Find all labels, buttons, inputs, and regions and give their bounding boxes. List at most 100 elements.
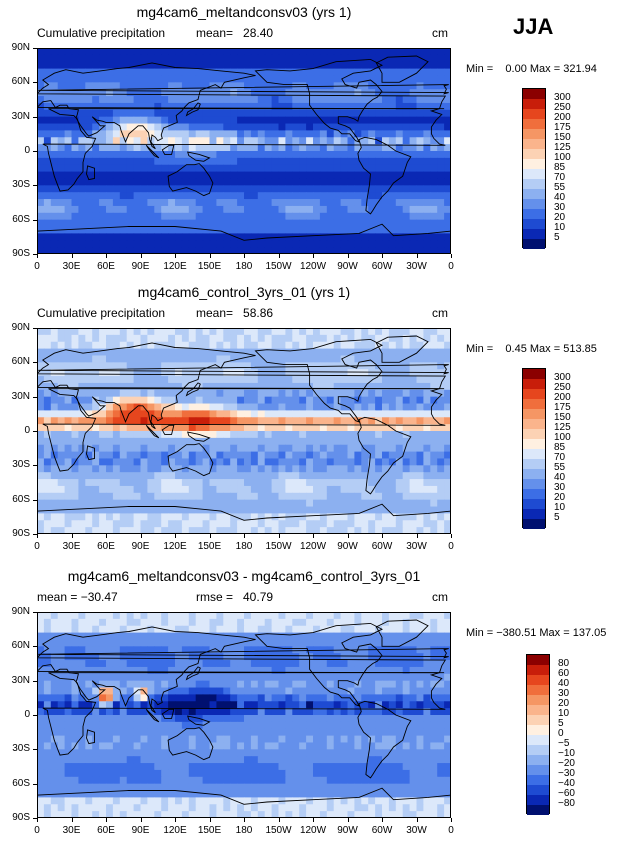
colorbar-label: 30 — [554, 482, 566, 493]
colorbar-label: −20 — [558, 758, 575, 769]
colorbar-label: 0 — [558, 728, 564, 739]
colorbar-swatch — [527, 715, 549, 725]
colorbar — [522, 88, 546, 249]
lon-label: 150W — [265, 261, 292, 272]
colorbar-label: 55 — [554, 462, 566, 473]
lat-label: 90N — [11, 42, 30, 53]
colorbar-swatch — [523, 99, 545, 109]
lon-tick — [313, 818, 314, 822]
lon-tick — [209, 818, 211, 822]
lon-tick — [451, 818, 452, 822]
colorbar-swatch — [523, 489, 545, 499]
colorbar-label: 250 — [554, 382, 571, 393]
lon-label: 180 — [235, 825, 253, 836]
colorbar-swatch — [523, 219, 545, 229]
lon-label: 90E — [131, 825, 150, 836]
colorbar-swatch — [523, 439, 545, 449]
lon-label: 90W — [337, 541, 358, 552]
lon-label: 0 — [448, 825, 454, 836]
coastline — [38, 503, 450, 521]
colorbar-swatch — [527, 695, 549, 705]
colorbar-label: −5 — [558, 738, 570, 749]
colorbar-label: −40 — [558, 778, 575, 789]
colorbar-swatch — [523, 199, 545, 209]
lon-label: 60W — [371, 541, 393, 552]
coastline — [38, 626, 447, 714]
lat-label: 30S — [12, 743, 30, 755]
coastline — [38, 787, 450, 805]
map-field — [38, 613, 450, 817]
panel-center-label: mean= 58.86 — [196, 306, 274, 320]
colorbar-label: −60 — [558, 788, 575, 799]
lon-tick — [244, 254, 245, 258]
lon-tick — [278, 818, 280, 822]
colorbar-swatch — [527, 795, 549, 805]
coastline — [254, 338, 384, 423]
lat-tick — [33, 151, 37, 152]
colorbar-label: 40 — [554, 472, 566, 483]
colorbar-swatch — [523, 89, 545, 99]
colorbar — [526, 654, 550, 815]
coastline — [86, 729, 95, 745]
coastline — [161, 708, 175, 719]
colorbar-swatch — [523, 429, 545, 439]
lon-label: 150E — [197, 825, 222, 836]
colorbar-label: 20 — [554, 212, 566, 223]
colorbar-swatch — [523, 449, 545, 459]
lon-label: 60E — [97, 825, 115, 836]
colorbar-label: 5 — [554, 232, 560, 243]
colorbar-swatch — [527, 675, 549, 685]
lon-tick — [37, 254, 38, 258]
panel-unit-label: cm — [432, 306, 448, 320]
panel-title: mg4cam6_meltandconsv03 - mg4cam6_control… — [67, 568, 421, 584]
colorbar-label: 70 — [554, 172, 566, 183]
colorbar-swatch — [523, 209, 545, 219]
coastline — [145, 144, 160, 159]
lat-label: 0 — [24, 145, 30, 156]
panel-center-label: rmse = 40.79 — [196, 590, 274, 604]
coastline — [167, 443, 214, 477]
lon-tick — [209, 534, 211, 538]
colorbar-label: 5 — [554, 512, 560, 523]
lon-label: 90E — [131, 541, 150, 552]
colorbar-label: −30 — [558, 768, 575, 779]
lon-tick — [347, 254, 349, 258]
coastline — [357, 136, 412, 215]
lon-tick — [382, 818, 383, 822]
colorbar-swatch — [523, 229, 545, 239]
coastline — [254, 622, 384, 707]
map-field — [38, 329, 450, 533]
panel-unit-label: cm — [432, 590, 448, 604]
coastline — [357, 700, 412, 779]
coastline — [185, 666, 201, 681]
lat-label: 30N — [11, 674, 30, 686]
lon-tick — [244, 818, 245, 822]
colorbar-label: 60 — [558, 668, 570, 679]
lon-tick — [175, 818, 176, 822]
colorbar-label: 300 — [554, 92, 571, 103]
colorbar-swatch — [523, 479, 545, 489]
colorbar-swatch — [527, 785, 549, 795]
colorbar-swatch — [527, 765, 549, 775]
colorbar-label: 55 — [554, 182, 566, 193]
lon-label: 0 — [34, 261, 40, 272]
colorbar-swatch — [523, 179, 545, 189]
lat-tick — [33, 48, 37, 49]
colorbar-label: 80 — [558, 658, 570, 669]
coastline — [167, 727, 214, 761]
colorbar-label: 70 — [554, 452, 566, 463]
lon-label: 60W — [371, 261, 393, 272]
map-panel-melt — [37, 48, 451, 254]
coastline — [161, 424, 175, 435]
colorbar-swatch — [523, 189, 545, 199]
panel-unit-label: cm — [432, 26, 448, 40]
colorbar-swatch — [527, 745, 549, 755]
lat-tick — [33, 534, 37, 535]
colorbar-label: 20 — [558, 698, 570, 709]
lat-label: 90S — [12, 248, 30, 259]
panel-left-label: Cumulative precipitation — [37, 26, 166, 40]
colorbar-label: 85 — [554, 442, 566, 453]
panel-left-label: mean = −30.47 — [37, 590, 118, 604]
panel-left-label: Cumulative precipitation — [37, 306, 166, 320]
colorbar-label: 250 — [554, 102, 571, 113]
